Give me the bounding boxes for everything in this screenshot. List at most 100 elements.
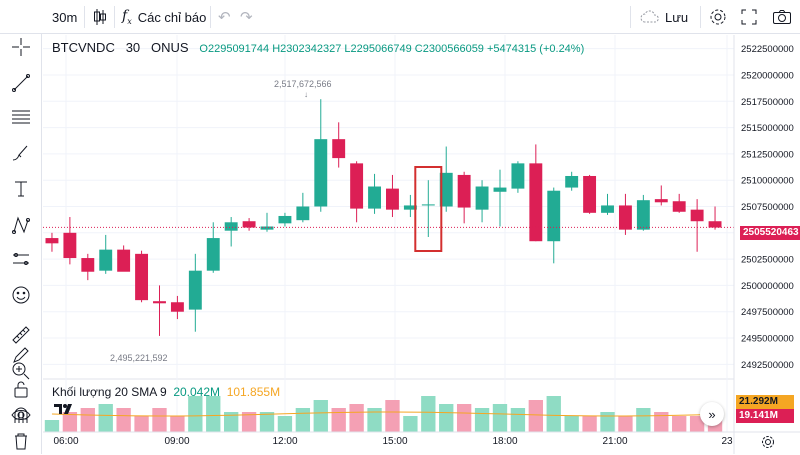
candle-body xyxy=(81,258,95,272)
redo-icon[interactable]: ↷ xyxy=(240,9,253,26)
axis-settings-gear-icon[interactable] xyxy=(760,434,776,455)
candle-body xyxy=(117,249,131,272)
volume-bar xyxy=(206,396,221,432)
price-tick-label: 2522500000 xyxy=(741,44,794,55)
volume-bar xyxy=(546,396,561,432)
volume-bar xyxy=(295,408,311,432)
emoji-icon[interactable] xyxy=(10,284,32,306)
brush-icon[interactable] xyxy=(10,142,32,164)
price-axis: 2522500000 2520000000 2517500000 2515000000… xyxy=(733,35,800,454)
candle-body xyxy=(672,201,686,212)
time-tick-label: 12:00 xyxy=(272,436,297,447)
toolbar-divider xyxy=(700,6,701,28)
candle-body xyxy=(260,226,274,230)
candle-body xyxy=(475,186,489,210)
volume-bar xyxy=(134,416,149,432)
interval-label: 30m xyxy=(52,9,78,25)
candle-body xyxy=(296,206,310,221)
volume-bar xyxy=(474,408,490,432)
price-tick-label: 2500000000 xyxy=(741,281,794,292)
high-annotation: 2,517,672,566 xyxy=(274,79,332,89)
candle-body xyxy=(690,209,704,222)
candles-layer xyxy=(43,99,734,336)
tradingview-logo[interactable] xyxy=(54,402,76,421)
horizontal-lines-icon[interactable] xyxy=(10,106,32,128)
volume-bar xyxy=(259,412,275,432)
candle-body xyxy=(332,139,346,159)
highlight-box xyxy=(414,166,443,252)
ruler-icon[interactable] xyxy=(10,324,32,346)
volume-bar xyxy=(636,408,651,432)
zoom-in-icon[interactable] xyxy=(10,360,32,382)
candle-body xyxy=(529,163,543,242)
candle-body xyxy=(618,205,632,230)
trash-icon[interactable] xyxy=(10,430,32,452)
current-price-badge: 2505520463 xyxy=(740,226,800,240)
volume-bar xyxy=(80,408,95,432)
candle-body xyxy=(547,190,561,242)
candle-body xyxy=(511,163,525,189)
legend-close: 2300566059 xyxy=(422,43,484,55)
lock-icon[interactable] xyxy=(10,378,32,400)
undo-icon[interactable]: ↶ xyxy=(218,9,231,26)
legend-l-label: L xyxy=(344,43,351,55)
pencil-lock-icon[interactable] xyxy=(10,344,32,366)
sma-label: SMA 9 xyxy=(131,385,167,399)
high-arrow: ↓ xyxy=(304,90,308,99)
legend-exchange: ONUS xyxy=(151,40,189,55)
sma-value: 101.855M xyxy=(226,385,281,399)
indicators-button[interactable]: fx Các chỉ báo xyxy=(122,0,206,34)
scroll-to-realtime-icon[interactable]: » xyxy=(700,402,724,426)
candle-style-icon[interactable] xyxy=(92,0,108,34)
volume-bar xyxy=(492,404,508,432)
volume-bar xyxy=(241,412,257,432)
volume-bar xyxy=(528,400,543,432)
time-tick-label: 15:00 xyxy=(382,436,407,447)
save-button[interactable]: Lưu xyxy=(640,0,688,34)
price-tick-label: 2507500000 xyxy=(741,202,794,213)
volume-bar xyxy=(564,416,579,432)
volume-bar xyxy=(224,412,239,432)
price-tick-label: 2520000000 xyxy=(741,70,794,81)
volume-layer xyxy=(44,396,723,432)
volume-bar xyxy=(152,408,167,432)
measure-icon[interactable] xyxy=(10,248,32,270)
text-icon[interactable] xyxy=(10,178,32,200)
candle-body xyxy=(708,221,722,228)
volume-bar xyxy=(331,408,346,432)
candle-body xyxy=(206,238,220,271)
volume-bar xyxy=(403,416,418,432)
symbol-name: BTCVNDC xyxy=(52,40,115,55)
volume-legend: Khối lượng 20 SMA 9 20.042M 101.855M xyxy=(52,385,280,399)
settings-gear-icon[interactable] xyxy=(708,0,728,34)
volume-bar xyxy=(421,396,436,432)
candle-body xyxy=(188,270,202,310)
camera-icon[interactable] xyxy=(772,0,792,34)
time-tick-label: 18:00 xyxy=(492,436,517,447)
eye-icon[interactable] xyxy=(10,404,32,426)
function-icon: fx xyxy=(122,8,132,26)
volume-bar xyxy=(582,416,597,432)
fullscreen-icon[interactable] xyxy=(740,0,758,34)
candle-body xyxy=(421,204,435,206)
candle-body xyxy=(386,188,399,210)
pattern-icon[interactable] xyxy=(10,214,32,236)
volume-bar xyxy=(116,408,131,432)
drawing-toolbar xyxy=(0,34,42,454)
chart-grid xyxy=(43,35,800,432)
candle-body xyxy=(170,302,184,312)
trend-line-icon[interactable] xyxy=(10,72,32,94)
volume-bar xyxy=(349,404,364,432)
volume-bar xyxy=(367,408,382,432)
candle-body xyxy=(350,163,364,209)
volume-bar xyxy=(170,416,185,432)
save-label: Lưu xyxy=(665,9,689,25)
candle-body xyxy=(636,200,650,230)
symbol-legend: BTCVNDC 30 ONUS O2295091744 H2302342327 … xyxy=(52,40,584,55)
toolbar-divider xyxy=(114,6,115,28)
volume-bar xyxy=(439,404,454,432)
crosshair-icon[interactable] xyxy=(10,36,32,58)
price-tick-label: 2512500000 xyxy=(741,149,794,160)
interval-button[interactable]: 30m xyxy=(52,0,77,34)
